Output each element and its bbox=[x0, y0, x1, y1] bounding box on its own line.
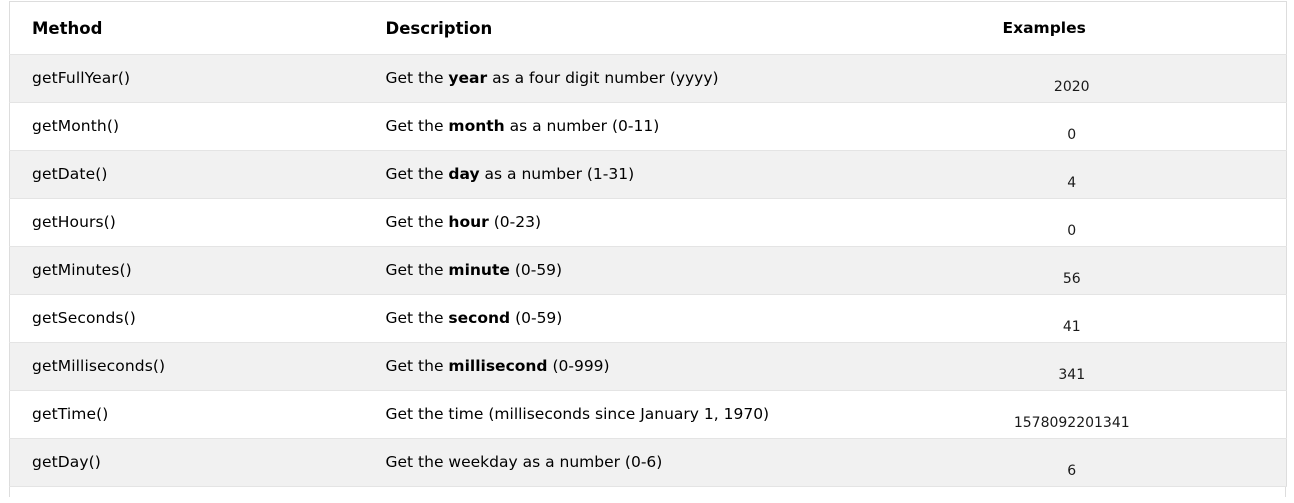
column-header-examples: Examples bbox=[947, 1, 1287, 55]
table-row: getTime() Get the time (milliseconds sin… bbox=[9, 390, 1287, 439]
cell-example: 0 bbox=[947, 102, 1287, 151]
cell-example: 56 bbox=[947, 246, 1287, 295]
description-suffix: as a four digit number (yyyy) bbox=[487, 69, 719, 88]
cell-method: getMonth() bbox=[9, 102, 378, 151]
table-row: getMilliseconds() Get the millisecond (0… bbox=[9, 342, 1287, 391]
cell-description: Get the time (milliseconds since January… bbox=[377, 390, 948, 439]
cell-description: Get the year as a four digit number (yyy… bbox=[377, 54, 948, 103]
table-overflow-edge bbox=[9, 487, 1286, 497]
description-prefix: Get the bbox=[385, 117, 449, 136]
description-prefix: Get the time (milliseconds since January… bbox=[385, 405, 770, 424]
cell-method: getMilliseconds() bbox=[9, 342, 378, 391]
table-row: getMonth() Get the month as a number (0-… bbox=[9, 102, 1287, 151]
column-header-description: Description bbox=[377, 1, 948, 55]
cell-method: getHours() bbox=[9, 198, 378, 247]
description-suffix: (0-999) bbox=[547, 357, 610, 376]
cell-method: getDate() bbox=[9, 150, 378, 199]
description-prefix: Get the weekday as a number (0-6) bbox=[385, 453, 663, 472]
cell-description: Get the day as a number (1-31) bbox=[377, 150, 948, 199]
description-prefix: Get the bbox=[385, 309, 449, 328]
description-emphasis: day bbox=[448, 165, 480, 184]
cell-method: getSeconds() bbox=[9, 294, 378, 343]
cell-description: Get the month as a number (0-11) bbox=[377, 102, 948, 151]
cell-example: 4 bbox=[947, 150, 1287, 199]
description-prefix: Get the bbox=[385, 165, 449, 184]
description-emphasis: second bbox=[448, 309, 511, 328]
cell-description: Get the millisecond (0-999) bbox=[377, 342, 948, 391]
cell-method: getMinutes() bbox=[9, 246, 378, 295]
table-row: getSeconds() Get the second (0-59) 41 bbox=[9, 294, 1287, 343]
cell-example: 2020 bbox=[947, 54, 1287, 103]
description-prefix: Get the bbox=[385, 69, 449, 88]
description-suffix: as a number (0-11) bbox=[504, 117, 660, 136]
description-emphasis: month bbox=[448, 117, 505, 136]
description-prefix: Get the bbox=[385, 213, 449, 232]
table-header: Method Description Examples bbox=[9, 1, 1287, 55]
table-row: getDay() Get the weekday as a number (0-… bbox=[9, 438, 1287, 487]
description-suffix: (0-59) bbox=[510, 309, 563, 328]
description-suffix: (0-23) bbox=[488, 213, 541, 232]
table-row: getDate() Get the day as a number (1-31)… bbox=[9, 150, 1287, 199]
table-row: getFullYear() Get the year as a four dig… bbox=[9, 54, 1287, 103]
description-emphasis: year bbox=[448, 69, 488, 88]
description-emphasis: millisecond bbox=[448, 357, 548, 376]
cell-example: 0 bbox=[947, 198, 1287, 247]
table-row: getHours() Get the hour (0-23) 0 bbox=[9, 198, 1287, 247]
description-suffix: as a number (1-31) bbox=[479, 165, 635, 184]
table-header-row: Method Description Examples bbox=[9, 1, 1287, 55]
method-table-container: Method Description Examples getFullYear(… bbox=[9, 1, 1287, 497]
cell-method: getFullYear() bbox=[9, 54, 378, 103]
table-body: getFullYear() Get the year as a four dig… bbox=[9, 54, 1287, 487]
cell-description: Get the hour (0-23) bbox=[377, 198, 948, 247]
column-header-method: Method bbox=[9, 1, 378, 55]
cell-description: Get the minute (0-59) bbox=[377, 246, 948, 295]
cell-example: 6 bbox=[947, 438, 1287, 487]
cell-method: getDay() bbox=[9, 438, 378, 487]
table-row: getMinutes() Get the minute (0-59) 56 bbox=[9, 246, 1287, 295]
cell-example: 341 bbox=[947, 342, 1287, 391]
cell-description: Get the weekday as a number (0-6) bbox=[377, 438, 948, 487]
description-suffix: (0-59) bbox=[509, 261, 563, 280]
description-prefix: Get the bbox=[385, 261, 449, 280]
cell-method: getTime() bbox=[9, 390, 378, 439]
description-emphasis: minute bbox=[448, 261, 510, 280]
description-emphasis: hour bbox=[448, 213, 489, 232]
cell-example: 41 bbox=[947, 294, 1287, 343]
date-methods-table: Method Description Examples getFullYear(… bbox=[9, 1, 1287, 487]
cell-description: Get the second (0-59) bbox=[377, 294, 948, 343]
description-prefix: Get the bbox=[385, 357, 449, 376]
cell-example: 1578092201341 bbox=[947, 390, 1287, 439]
